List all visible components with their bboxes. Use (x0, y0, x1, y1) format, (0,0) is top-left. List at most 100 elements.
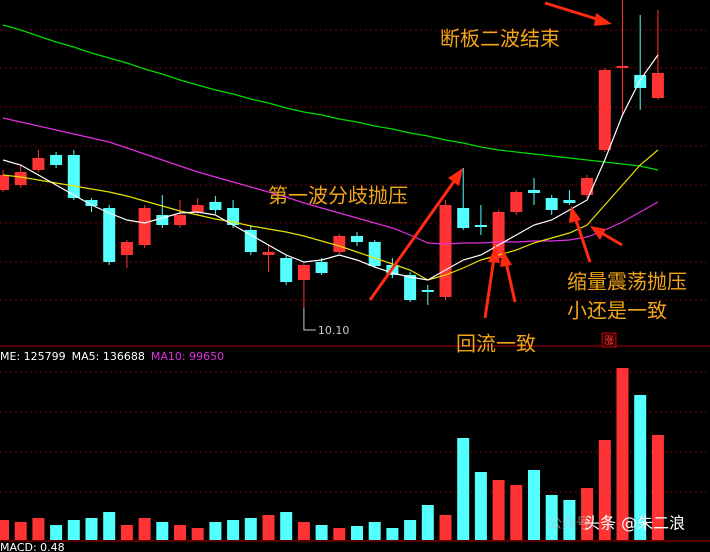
candle-body (209, 202, 222, 210)
min-label: 10.10 (318, 324, 350, 337)
volume-bar (191, 528, 204, 540)
volume-bar (421, 505, 434, 540)
badge-box (601, 332, 617, 348)
arrow (544, 1, 601, 22)
arrows (368, 1, 623, 319)
volume-bar (368, 522, 381, 540)
volume-header: ME: 125799 MA5: 136688 MA10: 99650 (0, 350, 224, 363)
ma-line (2, 117, 659, 245)
volume-bar (85, 518, 98, 540)
annotation: 断板二波结束 (440, 27, 560, 51)
volume-bar (404, 520, 417, 540)
volume-bar (651, 435, 664, 540)
volume-bar (103, 512, 116, 540)
volume-bar (581, 488, 594, 540)
candle-body (297, 265, 310, 280)
candle-body (14, 172, 27, 185)
candle-body (280, 258, 293, 282)
ma-line (2, 54, 659, 281)
candle-body (421, 290, 434, 292)
volume-bar (457, 438, 470, 540)
candle-body (191, 205, 204, 212)
candle-body (156, 215, 169, 225)
volume-bar (262, 515, 275, 540)
volume-bar (634, 395, 647, 540)
volume-bar (120, 525, 133, 540)
candle-body (457, 208, 470, 228)
ma-line (2, 149, 659, 281)
candle-body (315, 262, 328, 273)
volume-bar (156, 522, 169, 540)
candle-body (598, 70, 611, 150)
annotation: 回流一致 (456, 332, 536, 356)
volume-header-item: MA10: 99650 (151, 350, 224, 363)
volume-bar (32, 518, 45, 540)
arrow-head (569, 206, 581, 223)
volume-bar (545, 495, 558, 540)
candle-body (474, 225, 487, 227)
candle-body (227, 208, 240, 225)
candle-body (404, 275, 417, 300)
candle-body (545, 198, 558, 210)
ma-line (2, 24, 659, 171)
candle-body (174, 215, 186, 225)
candle-body (651, 73, 664, 98)
arrow-head (500, 250, 512, 267)
annotation: 小还是一致 (567, 299, 667, 323)
volume-bar (351, 526, 363, 540)
macd-label: MACD: 0.48 (0, 541, 65, 552)
volume-bar (297, 522, 310, 540)
volume-bar (616, 368, 629, 540)
volume-bar (333, 528, 346, 540)
arrow (483, 257, 496, 319)
volume-bar (138, 518, 151, 540)
volume-bar (598, 440, 611, 540)
candle-body (0, 175, 9, 190)
arrow-head (448, 168, 463, 186)
candle-body (351, 236, 363, 242)
candle-body (439, 205, 452, 297)
candle-body (85, 200, 98, 206)
arrow (504, 261, 517, 303)
volume-bar (528, 470, 540, 540)
candle-body (368, 242, 381, 266)
annotation: 第一波分歧抛压 (268, 184, 408, 208)
watermark: 公众号 (548, 516, 590, 532)
candle-body (120, 242, 133, 255)
volume-bar (67, 520, 80, 540)
volume-bar (563, 500, 576, 540)
annotation: 缩量震荡抛压 (567, 270, 687, 294)
candle-body (563, 200, 576, 203)
candle-body (50, 155, 63, 165)
volume-bar (386, 528, 399, 540)
volume-bar (14, 522, 27, 540)
volume-bar (315, 525, 328, 540)
candle-body (616, 66, 629, 68)
volume-bar (492, 480, 505, 540)
watermark: 头条 @朱二浪 (584, 514, 685, 533)
volume-bar (439, 515, 452, 540)
volume-bar (0, 520, 9, 540)
volume-bar (227, 520, 240, 540)
arrow-head (488, 245, 500, 263)
candle-body (581, 178, 594, 195)
arrow-head (590, 226, 606, 240)
candle-body (634, 75, 647, 88)
arrow (573, 216, 592, 263)
candle-body (510, 192, 523, 212)
volume-bar (209, 522, 222, 540)
candle-body (262, 252, 275, 255)
min-pointer (303, 308, 316, 331)
volume-bar (280, 512, 293, 540)
volume-bar (244, 518, 257, 540)
volume-bar (510, 485, 523, 540)
arrow-head (594, 13, 612, 26)
candle-body (103, 208, 116, 262)
arrow (599, 230, 623, 247)
candle-body (333, 236, 346, 252)
volume-header-item: MA5: 136688 (72, 350, 145, 363)
candle-body (32, 158, 45, 170)
candle-body (528, 190, 540, 193)
